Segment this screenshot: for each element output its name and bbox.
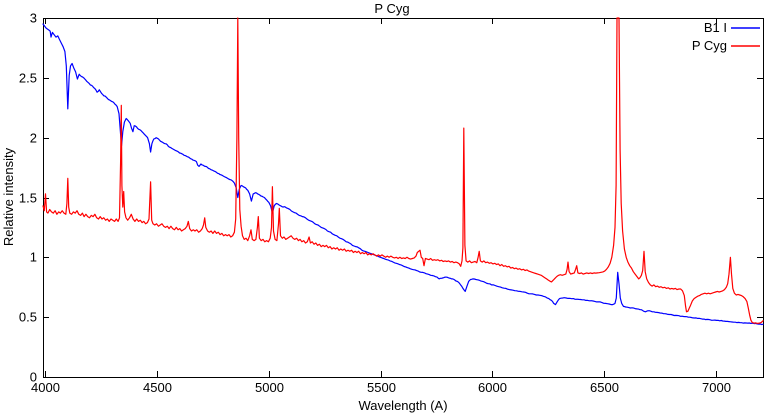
x-tick-label: 5000 <box>255 380 284 395</box>
x-tick-label: 7000 <box>702 380 731 395</box>
series-line-p-cyg <box>42 17 764 324</box>
x-tick-label: 6000 <box>478 380 507 395</box>
x-tick-label: 6500 <box>590 380 619 395</box>
legend-label-pcyg: P Cyg <box>692 38 727 53</box>
series-line-b1-i <box>42 23 764 326</box>
y-tick-label: 2.5 <box>19 71 37 86</box>
y-tick-label: 1.5 <box>19 191 37 206</box>
y-tick-label: 0.5 <box>19 310 37 325</box>
x-tick-label: 4000 <box>31 380 60 395</box>
x-axis-label: Wavelength (A) <box>358 398 447 413</box>
legend: B1 I P Cyg <box>692 20 760 53</box>
y-tick-label: 0 <box>30 370 37 385</box>
y-axis-label: Relative intensity <box>1 147 16 246</box>
y-tick-label: 1 <box>30 250 37 265</box>
x-tick-label: 4500 <box>143 380 172 395</box>
x-tick-label: 5500 <box>367 380 396 395</box>
chart-title: P Cyg <box>374 1 409 16</box>
y-tick-label: 2 <box>30 131 37 146</box>
curves <box>42 17 764 326</box>
y-tick-label: 3 <box>30 11 37 26</box>
axes: 4000 4500 5000 5500 6000 6500 7000 0 0.5 1 1.5 2 2.5… <box>19 11 764 395</box>
legend-label-b1i: B1 I <box>704 20 727 35</box>
